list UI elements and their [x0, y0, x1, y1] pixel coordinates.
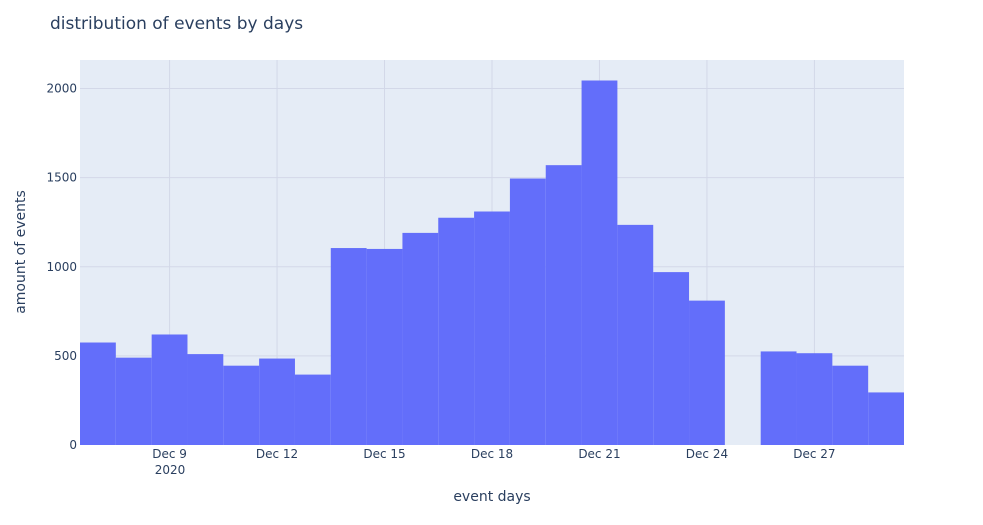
y-axis-title: amount of events — [13, 190, 29, 314]
x-tick-label: Dec 18 — [471, 447, 513, 461]
y-tick-label: 1000 — [46, 260, 77, 274]
bar-2020-12-20[interactable] — [545, 165, 582, 445]
y-tick-label: 1500 — [46, 171, 77, 185]
y-tick-label: 2000 — [46, 82, 77, 96]
x-tick-label: Dec 15 — [363, 447, 405, 461]
bar-2020-12-26[interactable] — [760, 351, 797, 445]
bar-2020-12-14[interactable] — [330, 248, 367, 445]
bar-2020-12-28[interactable] — [832, 365, 869, 445]
bar-2020-12-10[interactable] — [187, 354, 224, 445]
x-tick-label: Dec 24 — [686, 447, 728, 461]
x-tick-year-label: 2020 — [155, 463, 186, 477]
bar-2020-12-24[interactable] — [689, 300, 725, 445]
bar-2020-12-16[interactable] — [402, 232, 439, 445]
chart-title: distribution of events by days — [50, 14, 303, 34]
bars — [80, 80, 904, 446]
x-axis-title: event days — [453, 489, 530, 505]
bar-2020-12-23[interactable] — [653, 272, 690, 445]
bar-2020-12-13[interactable] — [294, 374, 331, 445]
bar-2020-12-19[interactable] — [509, 178, 546, 445]
bar-2020-12-29[interactable] — [868, 392, 904, 445]
bar-2020-12-22[interactable] — [617, 224, 654, 445]
y-tick-label: 500 — [54, 349, 77, 363]
x-axis-ticks: Dec 9 Dec 12 Dec 15 Dec 18 Dec 21 Dec 24 Dec 2… — [152, 447, 835, 461]
bar-2020-12-18[interactable] — [474, 211, 510, 445]
x-tick-label: Dec 21 — [578, 447, 620, 461]
bar-2020-12-08[interactable] — [115, 357, 152, 445]
y-axis-ticks: 0 500 1000 1500 2000 — [46, 82, 77, 452]
bar-2020-12-21[interactable] — [581, 80, 618, 446]
y-tick-label: 0 — [69, 438, 77, 452]
x-tick-label: Dec 27 — [793, 447, 835, 461]
x-tick-label: Dec 9 — [152, 447, 187, 461]
bar-2020-12-15[interactable] — [366, 248, 403, 445]
bar-2020-12-12[interactable] — [259, 358, 295, 445]
bar-2020-12-27[interactable] — [796, 353, 833, 445]
bar-2020-12-09[interactable] — [151, 334, 188, 445]
bar-2020-12-07[interactable] — [80, 342, 116, 445]
bar-2020-12-17[interactable] — [438, 217, 475, 445]
x-tick-label: Dec 12 — [256, 447, 298, 461]
bar-2020-12-11[interactable] — [223, 365, 260, 445]
